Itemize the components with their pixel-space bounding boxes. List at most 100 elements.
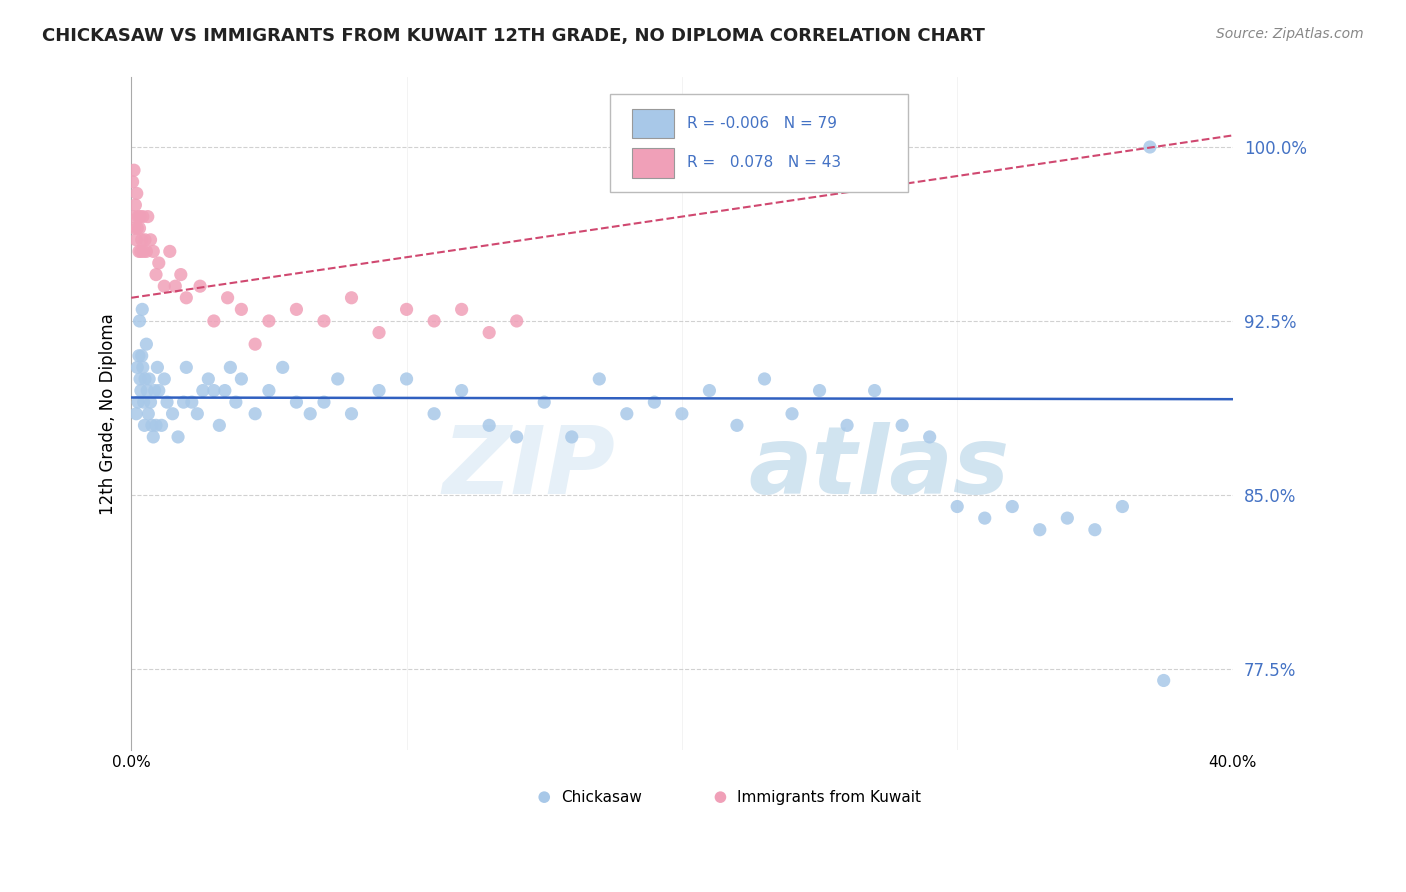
Point — [202, 384, 225, 398]
Point — [643, 395, 665, 409]
Point — [780, 407, 803, 421]
Point — [423, 407, 446, 421]
Point — [139, 395, 162, 409]
Point — [131, 233, 153, 247]
Point — [395, 302, 418, 317]
Text: CHICKASAW VS IMMIGRANTS FROM KUWAIT 12TH GRADE, NO DIPLOMA CORRELATION CHART: CHICKASAW VS IMMIGRANTS FROM KUWAIT 12TH… — [42, 27, 986, 45]
Point — [340, 291, 363, 305]
Point — [125, 407, 148, 421]
Point — [146, 360, 169, 375]
Point — [135, 244, 157, 259]
Point — [1139, 140, 1161, 154]
Point — [671, 407, 693, 421]
Point — [129, 384, 152, 398]
Point — [973, 511, 995, 525]
FancyBboxPatch shape — [633, 148, 675, 178]
Point — [165, 279, 187, 293]
Point — [186, 407, 208, 421]
Point — [156, 395, 179, 409]
Point — [145, 268, 167, 282]
Point — [162, 407, 184, 421]
Point — [699, 384, 721, 398]
Text: Source: ZipAtlas.com: Source: ZipAtlas.com — [1216, 27, 1364, 41]
Text: R = -0.006   N = 79: R = -0.006 N = 79 — [688, 116, 838, 130]
Point — [202, 314, 225, 328]
Point — [128, 221, 150, 235]
Point — [142, 430, 165, 444]
Point — [127, 221, 149, 235]
Point — [754, 372, 776, 386]
Point — [167, 430, 190, 444]
Point — [121, 175, 143, 189]
Y-axis label: 12th Grade, No Diploma: 12th Grade, No Diploma — [100, 313, 117, 515]
Point — [368, 384, 391, 398]
Point — [588, 372, 610, 386]
Point — [153, 372, 176, 386]
Point — [153, 279, 176, 293]
Point — [176, 291, 198, 305]
Point — [243, 407, 266, 421]
Point — [141, 418, 163, 433]
Point — [143, 384, 166, 398]
Point — [148, 256, 170, 270]
Point — [132, 395, 155, 409]
Point — [946, 500, 969, 514]
Point — [129, 372, 152, 386]
Point — [188, 279, 211, 293]
Point — [285, 395, 308, 409]
Point — [124, 221, 146, 235]
Point — [217, 291, 239, 305]
Point — [257, 384, 280, 398]
Point — [561, 430, 583, 444]
Point — [127, 210, 149, 224]
Point — [891, 418, 914, 433]
Point — [808, 384, 831, 398]
Point — [395, 372, 418, 386]
Point — [191, 384, 214, 398]
Point — [225, 395, 247, 409]
Point — [725, 418, 748, 433]
Point — [505, 430, 527, 444]
Point — [208, 418, 231, 433]
Point — [326, 372, 349, 386]
Point — [132, 360, 155, 375]
Point — [134, 233, 156, 247]
Point — [129, 210, 152, 224]
Point — [1001, 500, 1024, 514]
Point — [197, 372, 219, 386]
Point — [533, 395, 555, 409]
Point — [128, 349, 150, 363]
Point — [285, 302, 308, 317]
Point — [150, 418, 173, 433]
Point — [478, 326, 501, 340]
Point — [125, 186, 148, 201]
Point — [125, 233, 148, 247]
Point — [131, 302, 153, 317]
Point — [257, 314, 280, 328]
Point — [1029, 523, 1052, 537]
Point — [142, 244, 165, 259]
Text: atlas: atlas — [748, 422, 1010, 514]
Point — [863, 384, 886, 398]
Point — [132, 210, 155, 224]
Point — [122, 210, 145, 224]
Point — [243, 337, 266, 351]
Point — [136, 210, 159, 224]
Point — [231, 302, 253, 317]
Point — [1153, 673, 1175, 688]
Point — [124, 198, 146, 212]
Point — [148, 384, 170, 398]
Point — [135, 337, 157, 351]
Text: ZIP: ZIP — [443, 422, 616, 514]
Point — [139, 233, 162, 247]
Point — [131, 349, 153, 363]
Point — [219, 360, 242, 375]
Point — [129, 244, 152, 259]
Point — [312, 395, 335, 409]
FancyBboxPatch shape — [633, 110, 675, 138]
Point — [616, 407, 638, 421]
Point — [423, 314, 446, 328]
Point — [478, 418, 501, 433]
Point — [134, 372, 156, 386]
Point — [1111, 500, 1133, 514]
